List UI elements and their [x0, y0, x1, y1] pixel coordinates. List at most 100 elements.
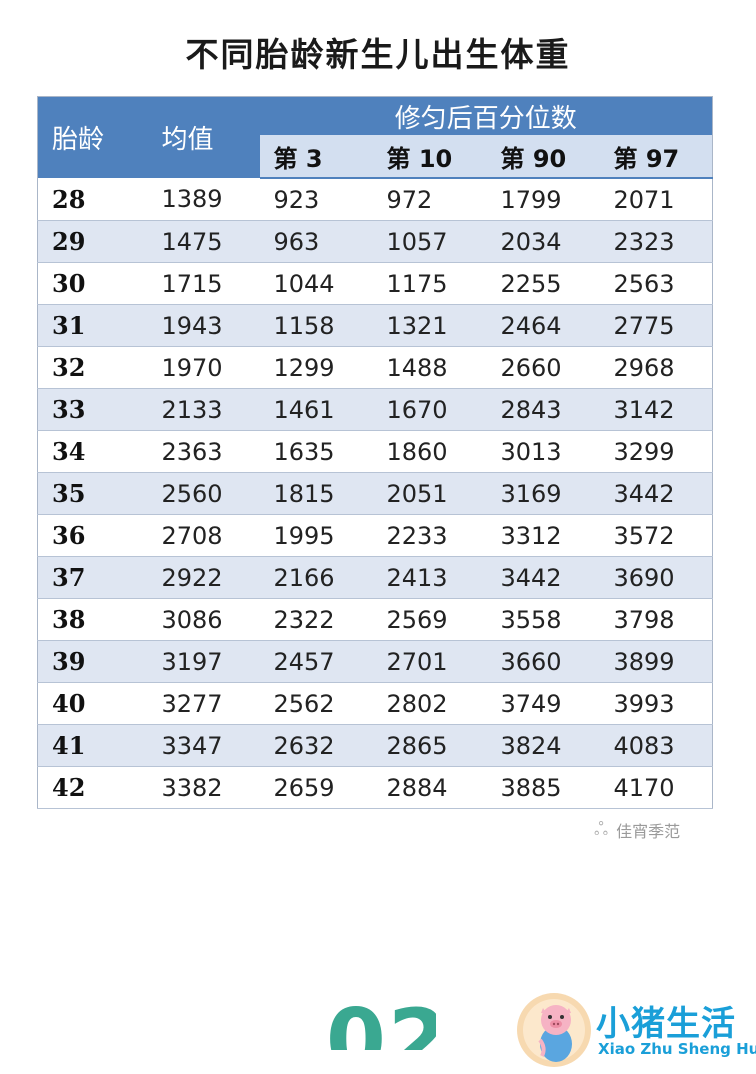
table-row: 38 3086 2322 2569 3558 3798 [37, 598, 713, 641]
table-cell: 1389 [147, 178, 260, 221]
table-cell: 2660 [486, 346, 600, 389]
table-cell: 2464 [486, 304, 600, 347]
table-row: 35 2560 1815 2051 3169 3442 [37, 472, 713, 515]
table-cell: 3197 [147, 640, 260, 683]
table-row: 36 2708 1995 2233 3312 3572 [37, 514, 713, 557]
table-cell: 2865 [372, 724, 487, 767]
table-row: 34 2363 1635 1860 3013 3299 [37, 430, 713, 473]
header-p90: 第 90 [486, 135, 600, 179]
cell-age: 38 [37, 598, 148, 641]
table-cell: 2569 [372, 598, 487, 641]
table-cell: 1943 [147, 304, 260, 347]
cell-age: 36 [37, 514, 148, 557]
table-row: 31 1943 1158 1321 2464 2775 [37, 304, 713, 347]
watermark-text: 佳宵季范 [616, 822, 681, 841]
cell-age: 32 [37, 346, 148, 389]
table-cell: 3169 [486, 472, 600, 515]
cell-age: 37 [37, 556, 148, 599]
table-row: 30 1715 1044 1175 2255 2563 [37, 262, 713, 305]
table-cell: 3690 [599, 556, 713, 599]
table-row: 28 1389 923 972 1799 2071 [37, 178, 713, 221]
table-row: 39 3197 2457 2701 3660 3899 [37, 640, 713, 683]
table-cell: 1635 [259, 430, 373, 473]
table-cell: 2457 [259, 640, 373, 683]
table-cell: 1670 [372, 388, 487, 431]
brand-logo: 小猪生活 Xiao Zhu Sheng Huo [514, 990, 756, 1070]
table-cell: 1860 [372, 430, 487, 473]
table-cell: 2562 [259, 682, 373, 725]
table-cell: 3086 [147, 598, 260, 641]
wechat-logo-icon: ஃ [594, 818, 609, 840]
table-cell: 2560 [147, 472, 260, 515]
table-cell: 2659 [259, 766, 373, 809]
table-cell: 972 [372, 178, 487, 221]
table-row: 41 3347 2632 2865 3824 4083 [37, 724, 713, 767]
page-number: 02 [326, 998, 436, 1050]
birth-weight-table: 胎龄 均值 修匀后百分位数 第 3 第 10 第 90 第 97 28 1389 9… [37, 96, 714, 809]
table-cell: 3442 [486, 556, 600, 599]
table-cell: 2632 [259, 724, 373, 767]
table-cell: 2034 [486, 220, 600, 263]
brand-name: 小猪生活 [596, 1004, 736, 1044]
table-cell: 3442 [599, 472, 713, 515]
table-cell: 4170 [599, 766, 713, 809]
table-cell: 2563 [599, 262, 713, 305]
header-percentile-group: 修匀后百分位数 [259, 96, 713, 135]
table-row: 42 3382 2659 2884 3885 4170 [37, 766, 713, 809]
table-row: 33 2133 1461 1670 2843 3142 [37, 388, 713, 431]
table-cell: 2255 [486, 262, 600, 305]
cell-age: 28 [37, 178, 148, 221]
table-cell: 1461 [259, 388, 373, 431]
table-cell: 3660 [486, 640, 600, 683]
table-cell: 2071 [599, 178, 713, 221]
cell-age: 34 [37, 430, 148, 473]
table-cell: 3558 [486, 598, 600, 641]
table-cell: 2922 [147, 556, 260, 599]
table-cell: 1995 [259, 514, 373, 557]
cell-age: 29 [37, 220, 148, 263]
table-row: 37 2922 2166 2413 3442 3690 [37, 556, 713, 599]
table-cell: 3798 [599, 598, 713, 641]
table-cell: 3299 [599, 430, 713, 473]
table-cell: 3277 [147, 682, 260, 725]
table-cell: 2322 [259, 598, 373, 641]
table-cell: 2233 [372, 514, 487, 557]
table-cell: 1815 [259, 472, 373, 515]
table-cell: 3572 [599, 514, 713, 557]
header-p97: 第 97 [599, 135, 713, 179]
table-cell: 3142 [599, 388, 713, 431]
table-cell: 2323 [599, 220, 713, 263]
table-cell: 3382 [147, 766, 260, 809]
table-cell: 3993 [599, 682, 713, 725]
table-cell: 3013 [486, 430, 600, 473]
cell-age: 35 [37, 472, 148, 515]
header-age: 胎龄 [37, 96, 148, 178]
table-cell: 923 [259, 178, 373, 221]
table-row: 29 1475 963 1057 2034 2323 [37, 220, 713, 263]
header-p3: 第 3 [259, 135, 373, 179]
table-cell: 2884 [372, 766, 487, 809]
cell-age: 39 [37, 640, 148, 683]
table-cell: 963 [259, 220, 373, 263]
cell-age: 31 [37, 304, 148, 347]
table-cell: 4083 [599, 724, 713, 767]
table-cell: 2363 [147, 430, 260, 473]
header-mean: 均值 [147, 96, 260, 178]
cell-age: 41 [37, 724, 148, 767]
table-cell: 2701 [372, 640, 487, 683]
table-cell: 2843 [486, 388, 600, 431]
table-cell: 2802 [372, 682, 487, 725]
table-cell: 2166 [259, 556, 373, 599]
page-title: 不同胎龄新生儿出生体重 [185, 35, 571, 74]
header-p10: 第 10 [372, 135, 487, 179]
pig-mascot-icon [517, 993, 591, 1067]
table-body: 28 1389 923 972 1799 2071 29 1475 963 1057 2034 232… [37, 178, 713, 809]
table-cell: 3899 [599, 640, 713, 683]
table-cell: 3347 [147, 724, 260, 767]
watermark: ஃ 佳宵季范 [594, 818, 680, 842]
table-cell: 1799 [486, 178, 600, 221]
table-cell: 1970 [147, 346, 260, 389]
table-cell: 1488 [372, 346, 487, 389]
table-cell: 2968 [599, 346, 713, 389]
table-cell: 2775 [599, 304, 713, 347]
